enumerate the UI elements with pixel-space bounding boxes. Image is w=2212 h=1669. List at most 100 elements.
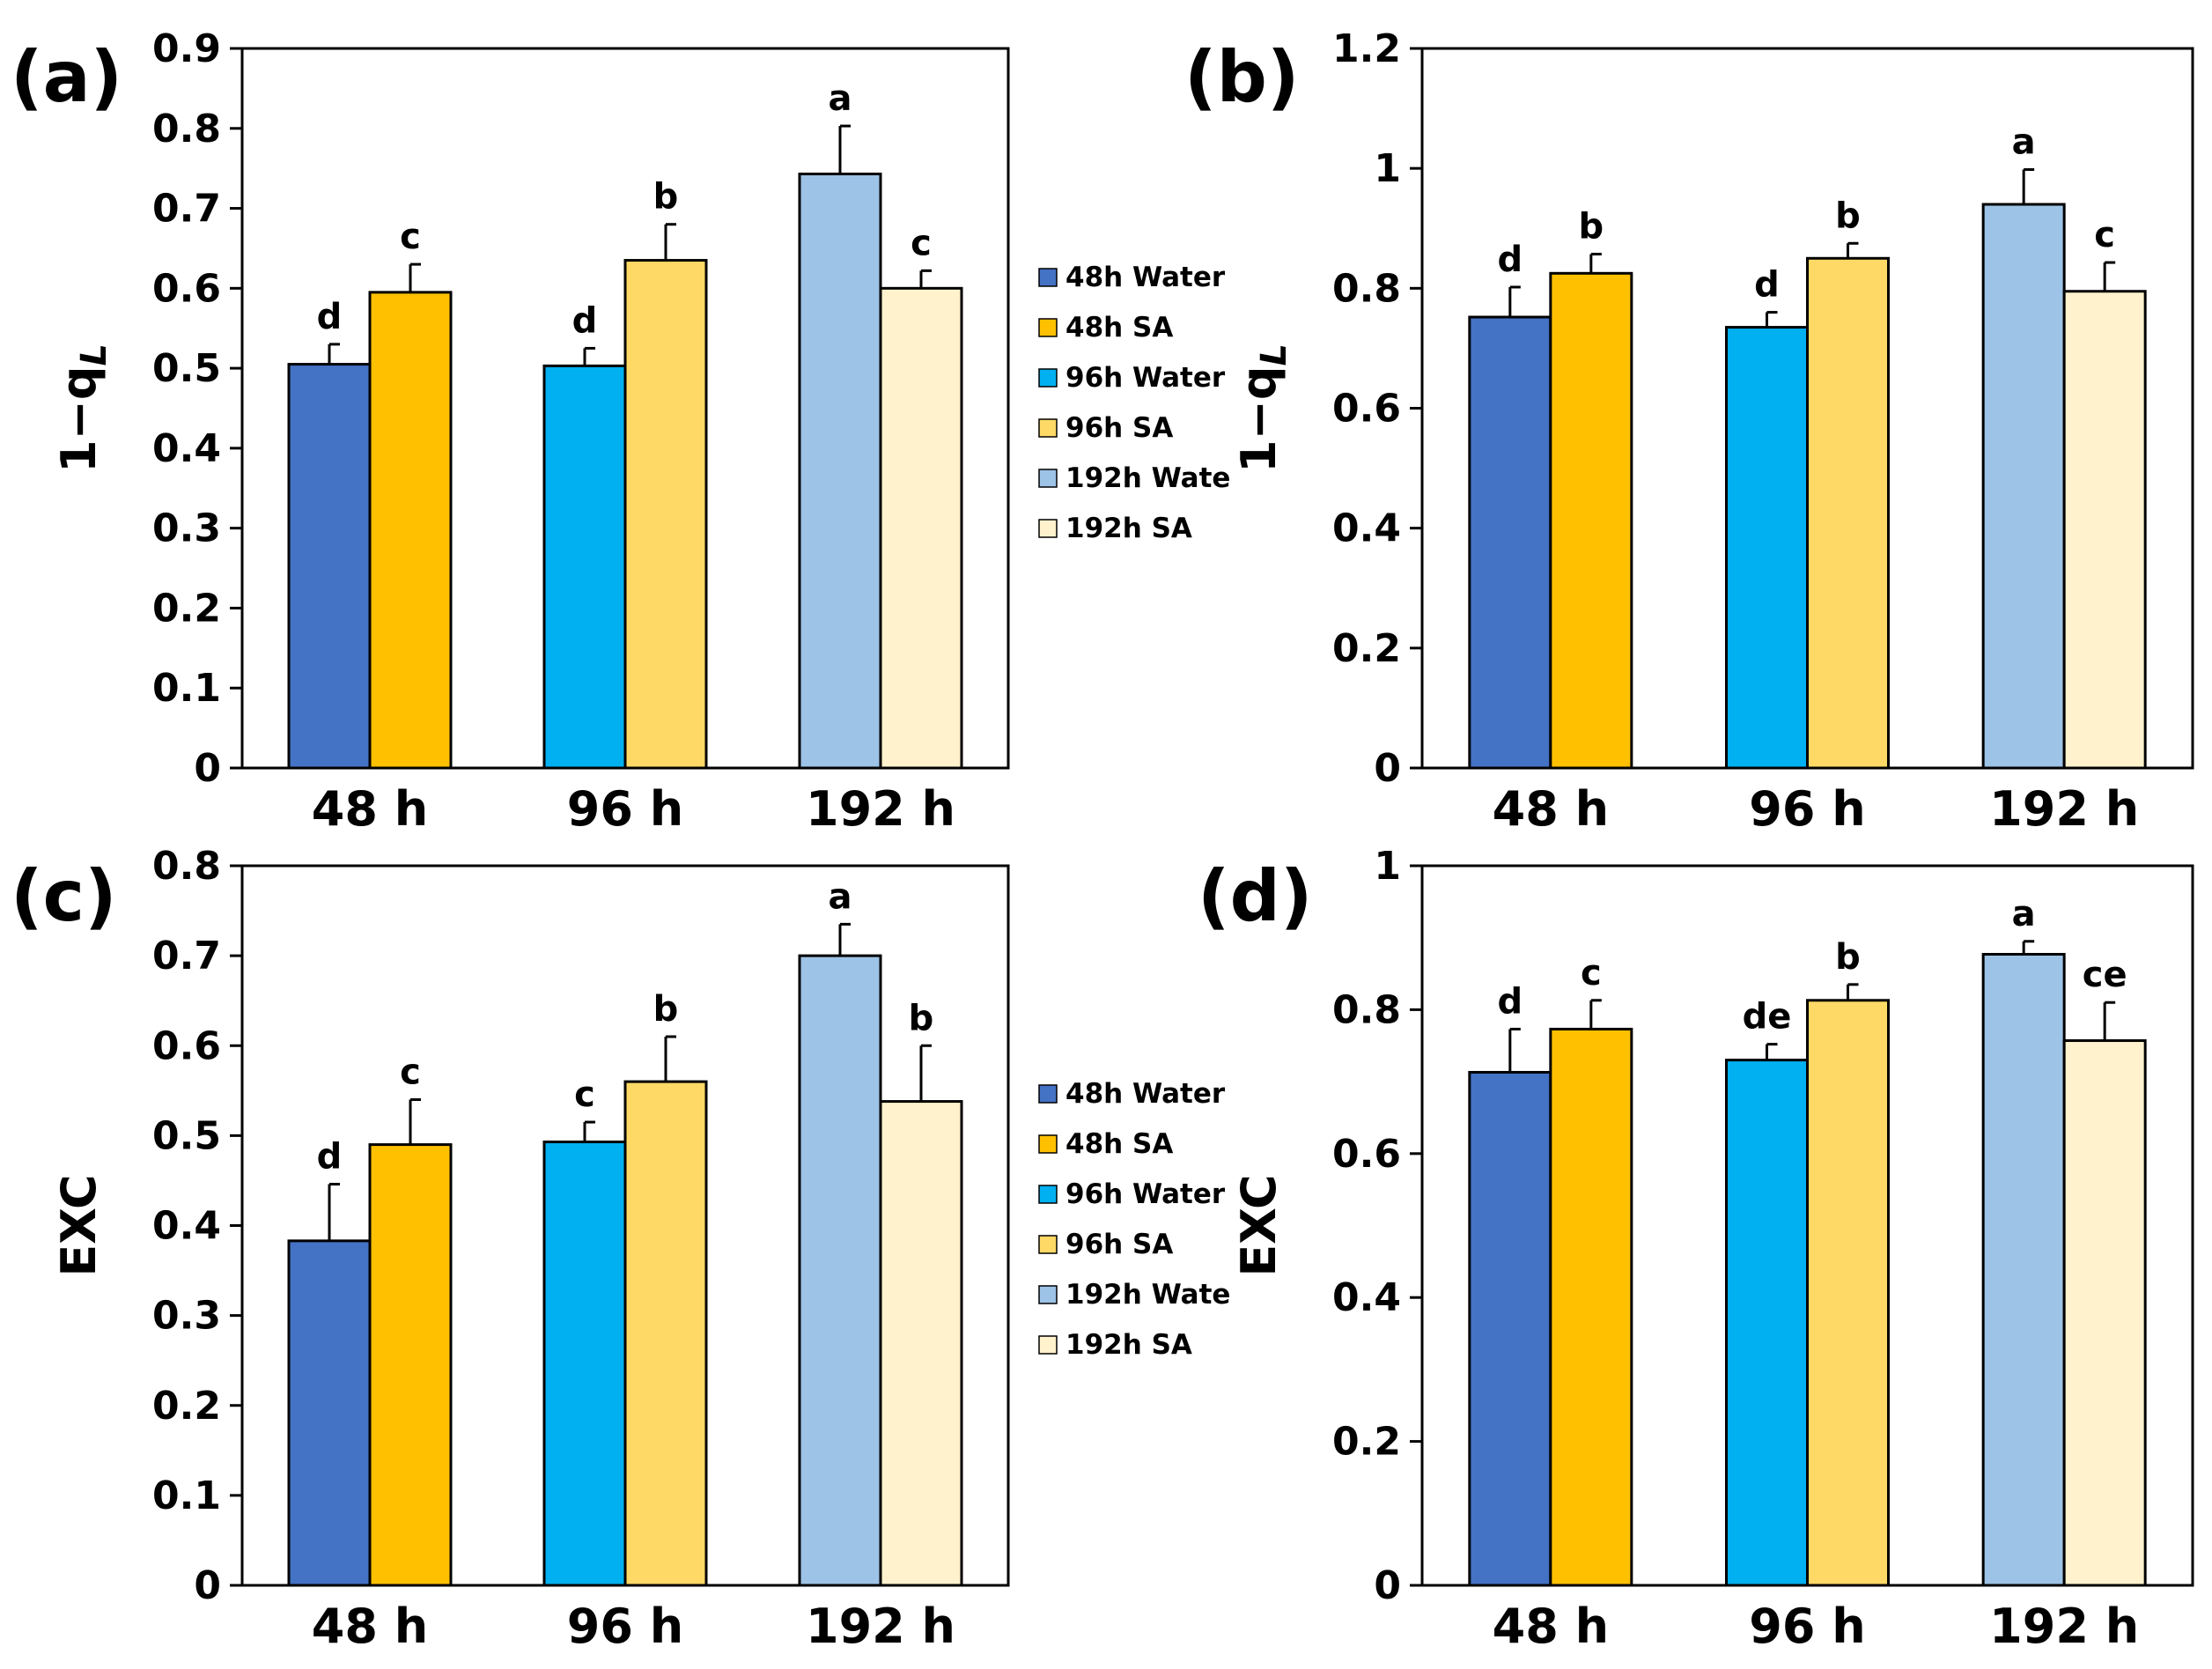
y-axis-label: 1−qL (1231, 343, 1294, 473)
significance-letter: d (317, 297, 343, 337)
significance-letter: de (1743, 997, 1792, 1038)
y-tick-label: 0.4 (152, 426, 221, 471)
bar (1806, 256, 1890, 770)
y-tick-label: 1 (1374, 844, 1401, 889)
x-tick-label: 96 h (567, 781, 683, 837)
significance-letter: a (2012, 122, 2036, 163)
y-tick-label: 0.2 (152, 586, 221, 631)
y-tick-label: 0 (1374, 746, 1401, 791)
y-tick-label: 0.2 (1332, 626, 1401, 671)
significance-letter: c (911, 223, 932, 263)
y-tick-label: 0.1 (152, 666, 221, 711)
significance-letter: d (1754, 265, 1780, 306)
significance-letter: b (653, 177, 679, 218)
y-tick-label: 0.4 (152, 1204, 221, 1249)
significance-letter: c (400, 1052, 421, 1093)
y-tick-label: 0.7 (152, 934, 221, 979)
bar (1468, 1070, 1552, 1587)
bar (1806, 999, 1890, 1587)
y-tick-label: 0 (194, 746, 221, 791)
y-axis-label-subscript: L (74, 343, 114, 366)
legend-swatch (1038, 1134, 1058, 1154)
bar (1725, 326, 1809, 770)
x-tick-label: 48 h (1493, 781, 1609, 837)
y-tick-label: 0.7 (152, 187, 221, 232)
bar (623, 1080, 708, 1587)
bar (879, 1100, 963, 1587)
bar (368, 291, 453, 770)
y-tick-label: 0 (1374, 1563, 1401, 1608)
bar (368, 1143, 453, 1587)
x-tick-label: 96 h (1749, 1599, 1865, 1654)
legend-swatch (1038, 1084, 1058, 1104)
y-tick-label: 0.5 (152, 346, 221, 391)
x-tick-label: 48 h (312, 781, 428, 837)
bar (287, 363, 372, 770)
panel-a: 0 0.1 0.2 0.3 0.4 0.5 0.6 0.7 0.8 0.9 48 h 96 h 192 … (11, 26, 1010, 837)
panel-label: (c) (11, 855, 117, 937)
significance-letter: a (829, 78, 852, 119)
significance-letter: d (1498, 981, 1523, 1022)
y-tick-label: 0 (194, 1563, 221, 1608)
y-tick-label: 1 (1374, 146, 1401, 191)
legend-label: 96h SA (1065, 1229, 1173, 1260)
significance-letter: b (653, 989, 679, 1030)
significance-letter: ce (2083, 955, 2127, 995)
significance-letter: c (574, 1075, 595, 1115)
legend-label: 192h SA (1065, 513, 1192, 544)
significance-letter: a (2012, 894, 2036, 934)
bar (798, 173, 882, 770)
significance-letter: a (829, 876, 852, 917)
bar (542, 1141, 627, 1587)
bar (1468, 315, 1552, 770)
x-tick-label: 48 h (312, 1599, 428, 1654)
legend-label: 96h SA (1065, 412, 1173, 444)
legend-swatch (1038, 1185, 1058, 1204)
legend-label: 192h Wate (1065, 462, 1230, 494)
bar (623, 259, 708, 770)
x-tick-label: 96 h (567, 1599, 683, 1654)
legend-swatch (1038, 268, 1058, 287)
y-tick-label: 0.6 (1332, 1132, 1401, 1177)
significance-letter: b (1579, 207, 1604, 247)
legend-swatch (1038, 519, 1058, 538)
panel-b: 0 0.2 0.4 0.6 0.8 1 1.2 48 h 96 h 192 h d b d b a c 1−qL… (1184, 26, 2194, 837)
bar (879, 286, 963, 770)
legend-swatch (1038, 318, 1058, 337)
bar (798, 954, 882, 1587)
legend-label: 192h SA (1065, 1329, 1192, 1361)
legend-swatch (1038, 1285, 1058, 1304)
bar (1981, 952, 2066, 1587)
legend-swatch (1038, 1235, 1058, 1254)
y-axis-label-main: EXC (1231, 1174, 1287, 1276)
significance-letter: d (317, 1137, 343, 1178)
y-tick-label: 0.6 (152, 266, 221, 311)
y-tick-label: 0.8 (152, 844, 221, 889)
legend-top: 48h Water 48h SA 96h Water 96h SA 192h Wate 1… (1038, 262, 1230, 544)
y-axis-label: 1−qL (51, 343, 114, 473)
bar (1549, 1027, 1633, 1587)
y-axis-label: EXC (51, 1174, 107, 1276)
y-axis-label-main: 1−q (51, 366, 107, 473)
y-tick-label: 0.6 (152, 1023, 221, 1068)
x-tick-label: 192 h (1989, 781, 2139, 837)
bar (1725, 1059, 1809, 1587)
significance-letter: d (1498, 240, 1523, 280)
x-tick-label: 192 h (806, 781, 955, 837)
y-tick-label: 0.9 (152, 26, 221, 71)
legend-label: 48h SA (1065, 1128, 1173, 1160)
legend-label: 192h Wate (1065, 1279, 1230, 1311)
legend-label: 48h SA (1065, 312, 1173, 343)
x-tick-label: 96 h (1749, 781, 1865, 837)
y-axis-label-main: 1−q (1231, 366, 1287, 473)
y-tick-label: 0.6 (1332, 387, 1401, 432)
y-axis-label-subscript: L (1254, 343, 1294, 366)
bar (2062, 1039, 2147, 1587)
significance-letter: b (1835, 196, 1861, 236)
y-axis-label: EXC (1231, 1174, 1287, 1276)
significance-letter: b (1835, 937, 1861, 978)
y-tick-label: 0.2 (152, 1384, 221, 1429)
legend-swatch (1038, 1335, 1058, 1355)
y-axis-label-main: EXC (51, 1174, 107, 1276)
legend-swatch (1038, 469, 1058, 488)
